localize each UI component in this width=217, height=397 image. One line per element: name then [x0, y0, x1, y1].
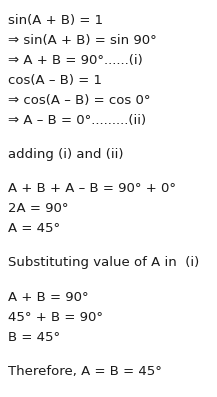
Text: 45° + B = 90°: 45° + B = 90°: [8, 311, 103, 324]
Text: ⇒ cos(A – B) = cos 0°: ⇒ cos(A – B) = cos 0°: [8, 94, 151, 107]
Text: A = 45°: A = 45°: [8, 222, 60, 235]
Text: adding (i) and (ii): adding (i) and (ii): [8, 148, 123, 161]
Text: A + B = 90°: A + B = 90°: [8, 291, 89, 304]
Text: cos(A – B) = 1: cos(A – B) = 1: [8, 74, 102, 87]
Text: B = 45°: B = 45°: [8, 331, 60, 344]
Text: 2A = 90°: 2A = 90°: [8, 202, 69, 215]
Text: sin(A + B) = 1: sin(A + B) = 1: [8, 14, 103, 27]
Text: A + B + A – B = 90° + 0°: A + B + A – B = 90° + 0°: [8, 182, 176, 195]
Text: Substituting value of A in  (i): Substituting value of A in (i): [8, 256, 199, 269]
Text: ⇒ A – B = 0°.........(ii): ⇒ A – B = 0°.........(ii): [8, 114, 146, 127]
Text: Therefore, A = B = 45°: Therefore, A = B = 45°: [8, 365, 162, 378]
Text: ⇒ sin(A + B) = sin 90°: ⇒ sin(A + B) = sin 90°: [8, 34, 157, 47]
Text: ⇒ A + B = 90°......(i): ⇒ A + B = 90°......(i): [8, 54, 143, 67]
